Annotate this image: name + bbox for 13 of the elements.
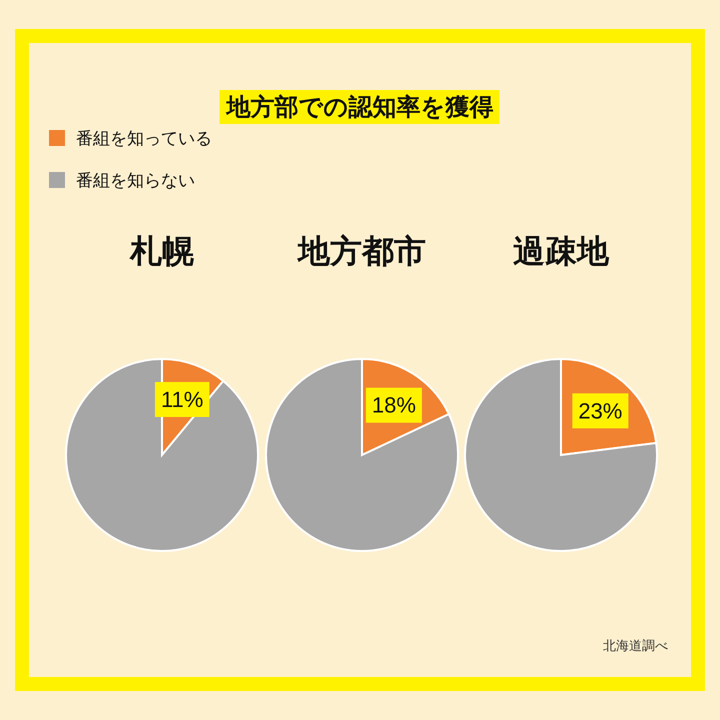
chart-title: 地方都市 — [296, 233, 426, 269]
data-label: 11% — [160, 387, 204, 412]
legend-label: 番組を知らない — [76, 171, 195, 190]
data-label: 18% — [372, 392, 416, 418]
text: 札幌 — [129, 233, 194, 269]
legend-label: 番組を知っている — [76, 129, 212, 148]
data-label: 23% — [578, 398, 622, 424]
pie-slice — [65, 358, 259, 552]
pie-slice — [464, 358, 658, 552]
text: 地方部での認知率を獲得 — [226, 93, 494, 121]
text: 北海道調べ — [603, 638, 668, 653]
chart-title: 過疎地 — [513, 233, 610, 269]
pie-slice — [265, 358, 459, 552]
